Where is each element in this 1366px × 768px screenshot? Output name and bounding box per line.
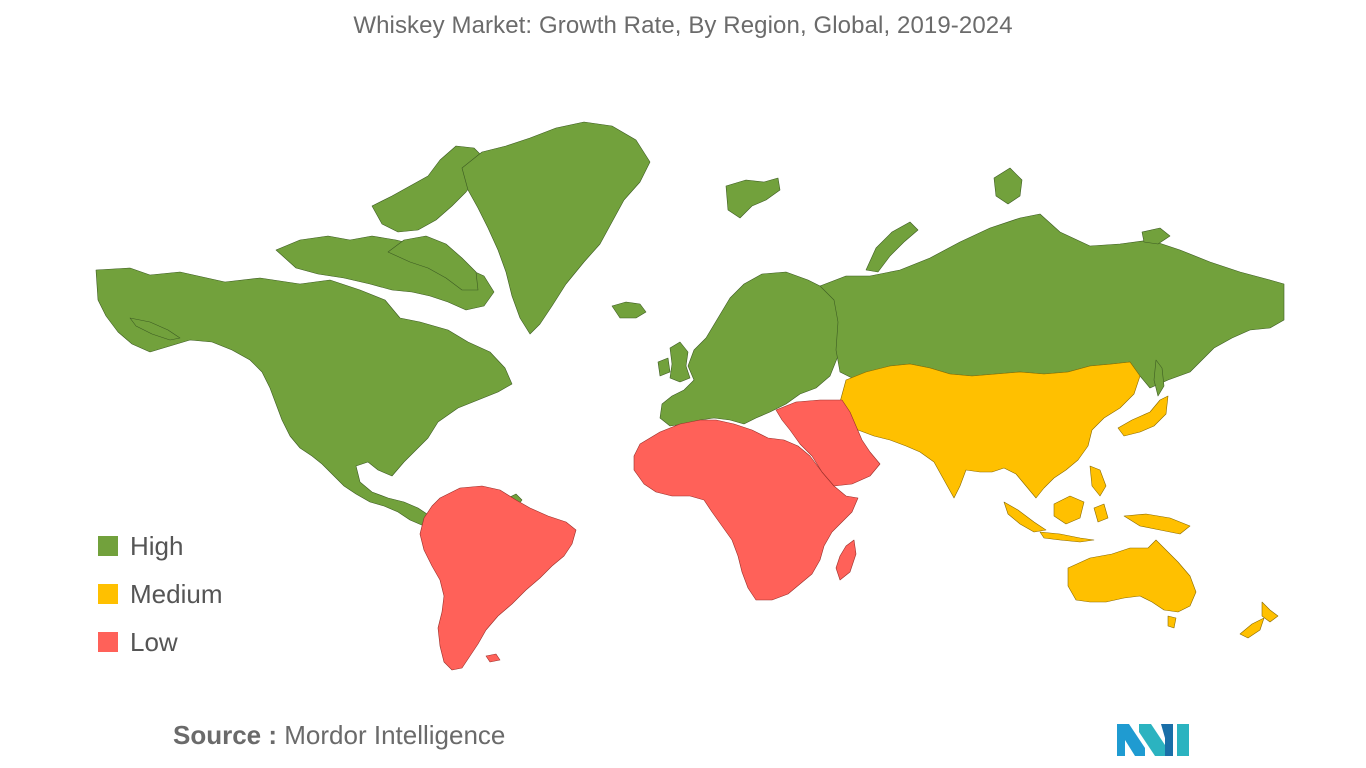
region-iceland xyxy=(611,301,647,319)
region-japan xyxy=(1117,395,1169,437)
region-severnaya-zemlya xyxy=(993,167,1023,205)
legend-label-low: Low xyxy=(130,626,178,657)
legend-item-high: High xyxy=(98,522,222,570)
region-new-zealand xyxy=(1261,601,1279,623)
region-new-siberian-islands xyxy=(1141,227,1171,245)
legend-item-low: Low xyxy=(98,618,222,666)
region-borneo xyxy=(1053,495,1085,525)
region-svalbard xyxy=(725,177,781,219)
chart-title: Whiskey Market: Growth Rate, By Region, … xyxy=(353,12,1013,39)
region-tasmania xyxy=(1167,615,1177,629)
region-greenland xyxy=(461,121,651,335)
region-java xyxy=(1039,531,1095,543)
region-asia xyxy=(839,361,1141,499)
region-new-guinea xyxy=(1123,513,1191,535)
region-ireland xyxy=(657,357,671,377)
legend: High Medium Low xyxy=(98,522,222,666)
region-arctic-islands xyxy=(275,235,495,311)
region-baffin-island xyxy=(387,235,479,291)
region-falklands xyxy=(485,653,501,663)
source-value: Mordor Intelligence xyxy=(284,720,506,750)
region-aleutians xyxy=(129,317,181,341)
region-indonesia xyxy=(1003,501,1047,533)
legend-swatch-low xyxy=(98,632,118,652)
region-south-america xyxy=(419,485,577,671)
mordor-intelligence-logo-icon xyxy=(1117,724,1189,756)
region-europe xyxy=(659,271,841,427)
region-middle-east xyxy=(775,399,881,487)
legend-label-high: High xyxy=(130,530,184,561)
region-madagascar xyxy=(835,539,857,581)
region-novaya-zemlya xyxy=(865,221,919,273)
region-uk xyxy=(669,341,691,383)
region-north-america xyxy=(95,267,513,529)
region-australia xyxy=(1067,539,1197,613)
legend-label-medium: Medium xyxy=(130,578,223,609)
legend-swatch-medium xyxy=(98,584,118,604)
region-new-zealand-south xyxy=(1239,617,1265,639)
source-label: Source : xyxy=(173,720,278,750)
region-philippines xyxy=(1089,465,1107,497)
legend-swatch-high xyxy=(98,536,118,556)
region-africa xyxy=(633,419,859,601)
legend-item-medium: Medium xyxy=(98,570,222,618)
source-line: Source : Mordor Intelligence xyxy=(173,720,505,751)
region-sakhalin xyxy=(1153,359,1165,397)
region-sulawesi xyxy=(1093,503,1109,523)
